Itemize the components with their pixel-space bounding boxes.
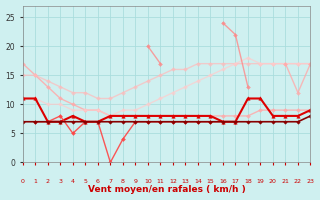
X-axis label: Vent moyen/en rafales ( km/h ): Vent moyen/en rafales ( km/h ): [88, 185, 245, 194]
